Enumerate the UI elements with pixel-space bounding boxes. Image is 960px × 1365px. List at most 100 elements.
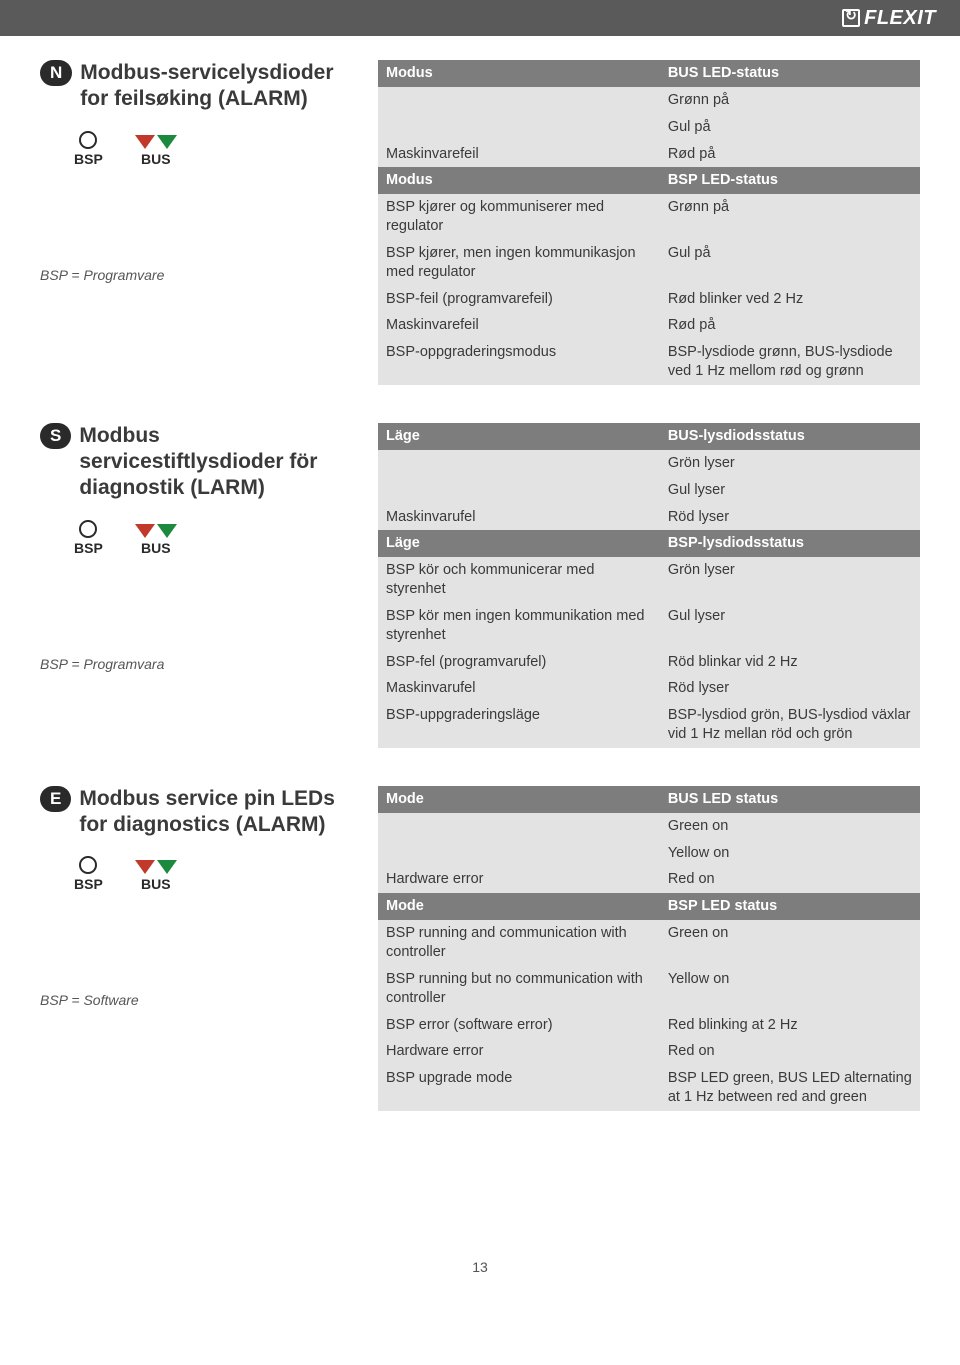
mode-cell: BSP kjører, men ingen kommunikasjon med … bbox=[378, 240, 660, 286]
table-row: BSP-fel (programvarufel)Röd blinkar vid … bbox=[378, 649, 920, 676]
status-table: ModusBUS LED-statusGrønn påGul påMaskinv… bbox=[378, 60, 920, 385]
table-row: BSP kör men ingen kommunikation med styr… bbox=[378, 603, 920, 649]
table-row: BSP running and communication with contr… bbox=[378, 920, 920, 966]
table-row: BSP error (software error)Red blinking a… bbox=[378, 1012, 920, 1039]
status-cell: Red blinking at 2 Hz bbox=[660, 1012, 920, 1039]
table-header-row: ModeBSP LED status bbox=[378, 893, 920, 920]
table-row: Grønn på bbox=[378, 87, 920, 114]
status-cell: BSP LED green, BUS LED alternating at 1 … bbox=[660, 1065, 920, 1111]
status-cell: BSP-lysdiode grønn, BUS-lysdiode ved 1 H… bbox=[660, 339, 920, 385]
bus-led: BUS bbox=[135, 860, 177, 892]
mode-cell: Maskinvarefeil bbox=[378, 312, 660, 339]
status-header: BUS-lysdiodsstatus bbox=[660, 423, 920, 450]
footnote: BSP = Software bbox=[40, 992, 360, 1008]
status-cell: Grønn på bbox=[660, 87, 920, 114]
table-header-row: ModusBUS LED-status bbox=[378, 60, 920, 87]
table-header-row: LägeBUS-lysdiodsstatus bbox=[378, 423, 920, 450]
mode-cell: Hardware error bbox=[378, 1038, 660, 1065]
status-cell: Gul på bbox=[660, 240, 920, 286]
table-row: Hardware errorRed on bbox=[378, 866, 920, 893]
bus-label: BUS bbox=[141, 540, 171, 556]
mode-cell: Maskinvarufel bbox=[378, 675, 660, 702]
mode-cell: Maskinvarefeil bbox=[378, 141, 660, 168]
mode-cell bbox=[378, 477, 660, 504]
header-bar: FLEXIT bbox=[0, 0, 960, 36]
mode-cell: BSP running but no communication with co… bbox=[378, 966, 660, 1012]
bsp-label: BSP bbox=[74, 540, 103, 556]
status-cell: Red on bbox=[660, 866, 920, 893]
mode-cell: Hardware error bbox=[378, 866, 660, 893]
led-diagram: BSP BUS bbox=[74, 520, 360, 556]
brand-logo: FLEXIT bbox=[842, 7, 936, 30]
status-cell: Rød på bbox=[660, 141, 920, 168]
mode-cell: BSP-oppgraderingsmodus bbox=[378, 339, 660, 385]
mode-cell bbox=[378, 87, 660, 114]
status-cell: Green on bbox=[660, 813, 920, 840]
table-row: MaskinvarefeilRød på bbox=[378, 141, 920, 168]
recycle-icon bbox=[842, 9, 860, 27]
mode-cell: Maskinvarufel bbox=[378, 504, 660, 531]
table-row: BSP-feil (programvarefeil)Rød blinker ve… bbox=[378, 286, 920, 313]
status-cell: Yellow on bbox=[660, 840, 920, 867]
led-circle-icon bbox=[79, 131, 97, 149]
mode-header: Modus bbox=[378, 60, 660, 87]
table-header-row: LägeBSP-lysdiodsstatus bbox=[378, 530, 920, 557]
led-circle-icon bbox=[79, 856, 97, 874]
status-table: ModeBUS LED statusGreen onYellow onHardw… bbox=[378, 786, 920, 1111]
led-triangles bbox=[135, 524, 177, 538]
mode-cell: BSP kör och kommunicerar med styrenhet bbox=[378, 557, 660, 603]
bus-led: BUS bbox=[135, 135, 177, 167]
led-circle-icon bbox=[79, 520, 97, 538]
language-badge: S bbox=[40, 423, 71, 449]
mode-header: Mode bbox=[378, 786, 660, 813]
status-header: BSP LED status bbox=[660, 893, 920, 920]
mode-header: Modus bbox=[378, 167, 660, 194]
triangle-red-icon bbox=[135, 135, 155, 149]
mode-header: Läge bbox=[378, 530, 660, 557]
language-badge: E bbox=[40, 786, 71, 812]
left-column: NModbus-servicelysdioder for feilsøking … bbox=[40, 60, 360, 283]
table-row: BSP-uppgraderingslägeBSP-lysdiod grön, B… bbox=[378, 702, 920, 748]
status-cell: Grön lyser bbox=[660, 450, 920, 477]
table-row: MaskinvarufelRöd lyser bbox=[378, 504, 920, 531]
table-row: BSP upgrade modeBSP LED green, BUS LED a… bbox=[378, 1065, 920, 1111]
mode-cell: BSP running and communication with contr… bbox=[378, 920, 660, 966]
table-row: Yellow on bbox=[378, 840, 920, 867]
table-row: BSP kjører og kommuniserer med regulator… bbox=[378, 194, 920, 240]
mode-cell: BSP upgrade mode bbox=[378, 1065, 660, 1111]
page-number: 13 bbox=[0, 1259, 960, 1275]
status-header: BUS LED status bbox=[660, 786, 920, 813]
title-wrap: S Modbus servicestiftlysdioder för diagno… bbox=[40, 423, 360, 502]
status-cell: Rød på bbox=[660, 312, 920, 339]
status-cell: Grønn på bbox=[660, 194, 920, 240]
bus-led: BUS bbox=[135, 524, 177, 556]
bsp-label: BSP bbox=[74, 876, 103, 892]
status-header: BSP LED-status bbox=[660, 167, 920, 194]
left-column: EModbus service pin LEDs for diagnostics… bbox=[40, 786, 360, 1009]
status-cell: BSP-lysdiod grön, BUS-lysdiod växlar vid… bbox=[660, 702, 920, 748]
led-triangles bbox=[135, 860, 177, 874]
led-diagram: BSP BUS bbox=[74, 131, 360, 167]
bus-label: BUS bbox=[141, 151, 171, 167]
status-header: BUS LED-status bbox=[660, 60, 920, 87]
table-row: MaskinvarufelRöd lyser bbox=[378, 675, 920, 702]
status-cell: Red on bbox=[660, 1038, 920, 1065]
title-wrap: EModbus service pin LEDs for diagnostics… bbox=[40, 786, 360, 839]
language-badge: N bbox=[40, 60, 72, 86]
triangle-red-icon bbox=[135, 524, 155, 538]
mode-cell: BSP kjører og kommuniserer med regulator bbox=[378, 194, 660, 240]
status-cell: Röd lyser bbox=[660, 504, 920, 531]
table-header-row: ModeBUS LED status bbox=[378, 786, 920, 813]
table-header-row: ModusBSP LED-status bbox=[378, 167, 920, 194]
bsp-led: BSP bbox=[74, 131, 103, 167]
status-header: BSP-lysdiodsstatus bbox=[660, 530, 920, 557]
mode-header: Mode bbox=[378, 893, 660, 920]
status-cell: Röd lyser bbox=[660, 675, 920, 702]
status-table: LägeBUS-lysdiodsstatusGrön lyserGul lyse… bbox=[378, 423, 920, 748]
section-title: Modbus servicestiftlysdioder för diagnos… bbox=[79, 423, 360, 502]
table-row: BSP-oppgraderingsmodusBSP-lysdiode grønn… bbox=[378, 339, 920, 385]
footnote: BSP = Programvara bbox=[40, 656, 360, 672]
mode-cell: BSP error (software error) bbox=[378, 1012, 660, 1039]
section-S: S Modbus servicestiftlysdioder för diagno… bbox=[40, 423, 920, 748]
table-row: BSP kör och kommunicerar med styrenhetGr… bbox=[378, 557, 920, 603]
